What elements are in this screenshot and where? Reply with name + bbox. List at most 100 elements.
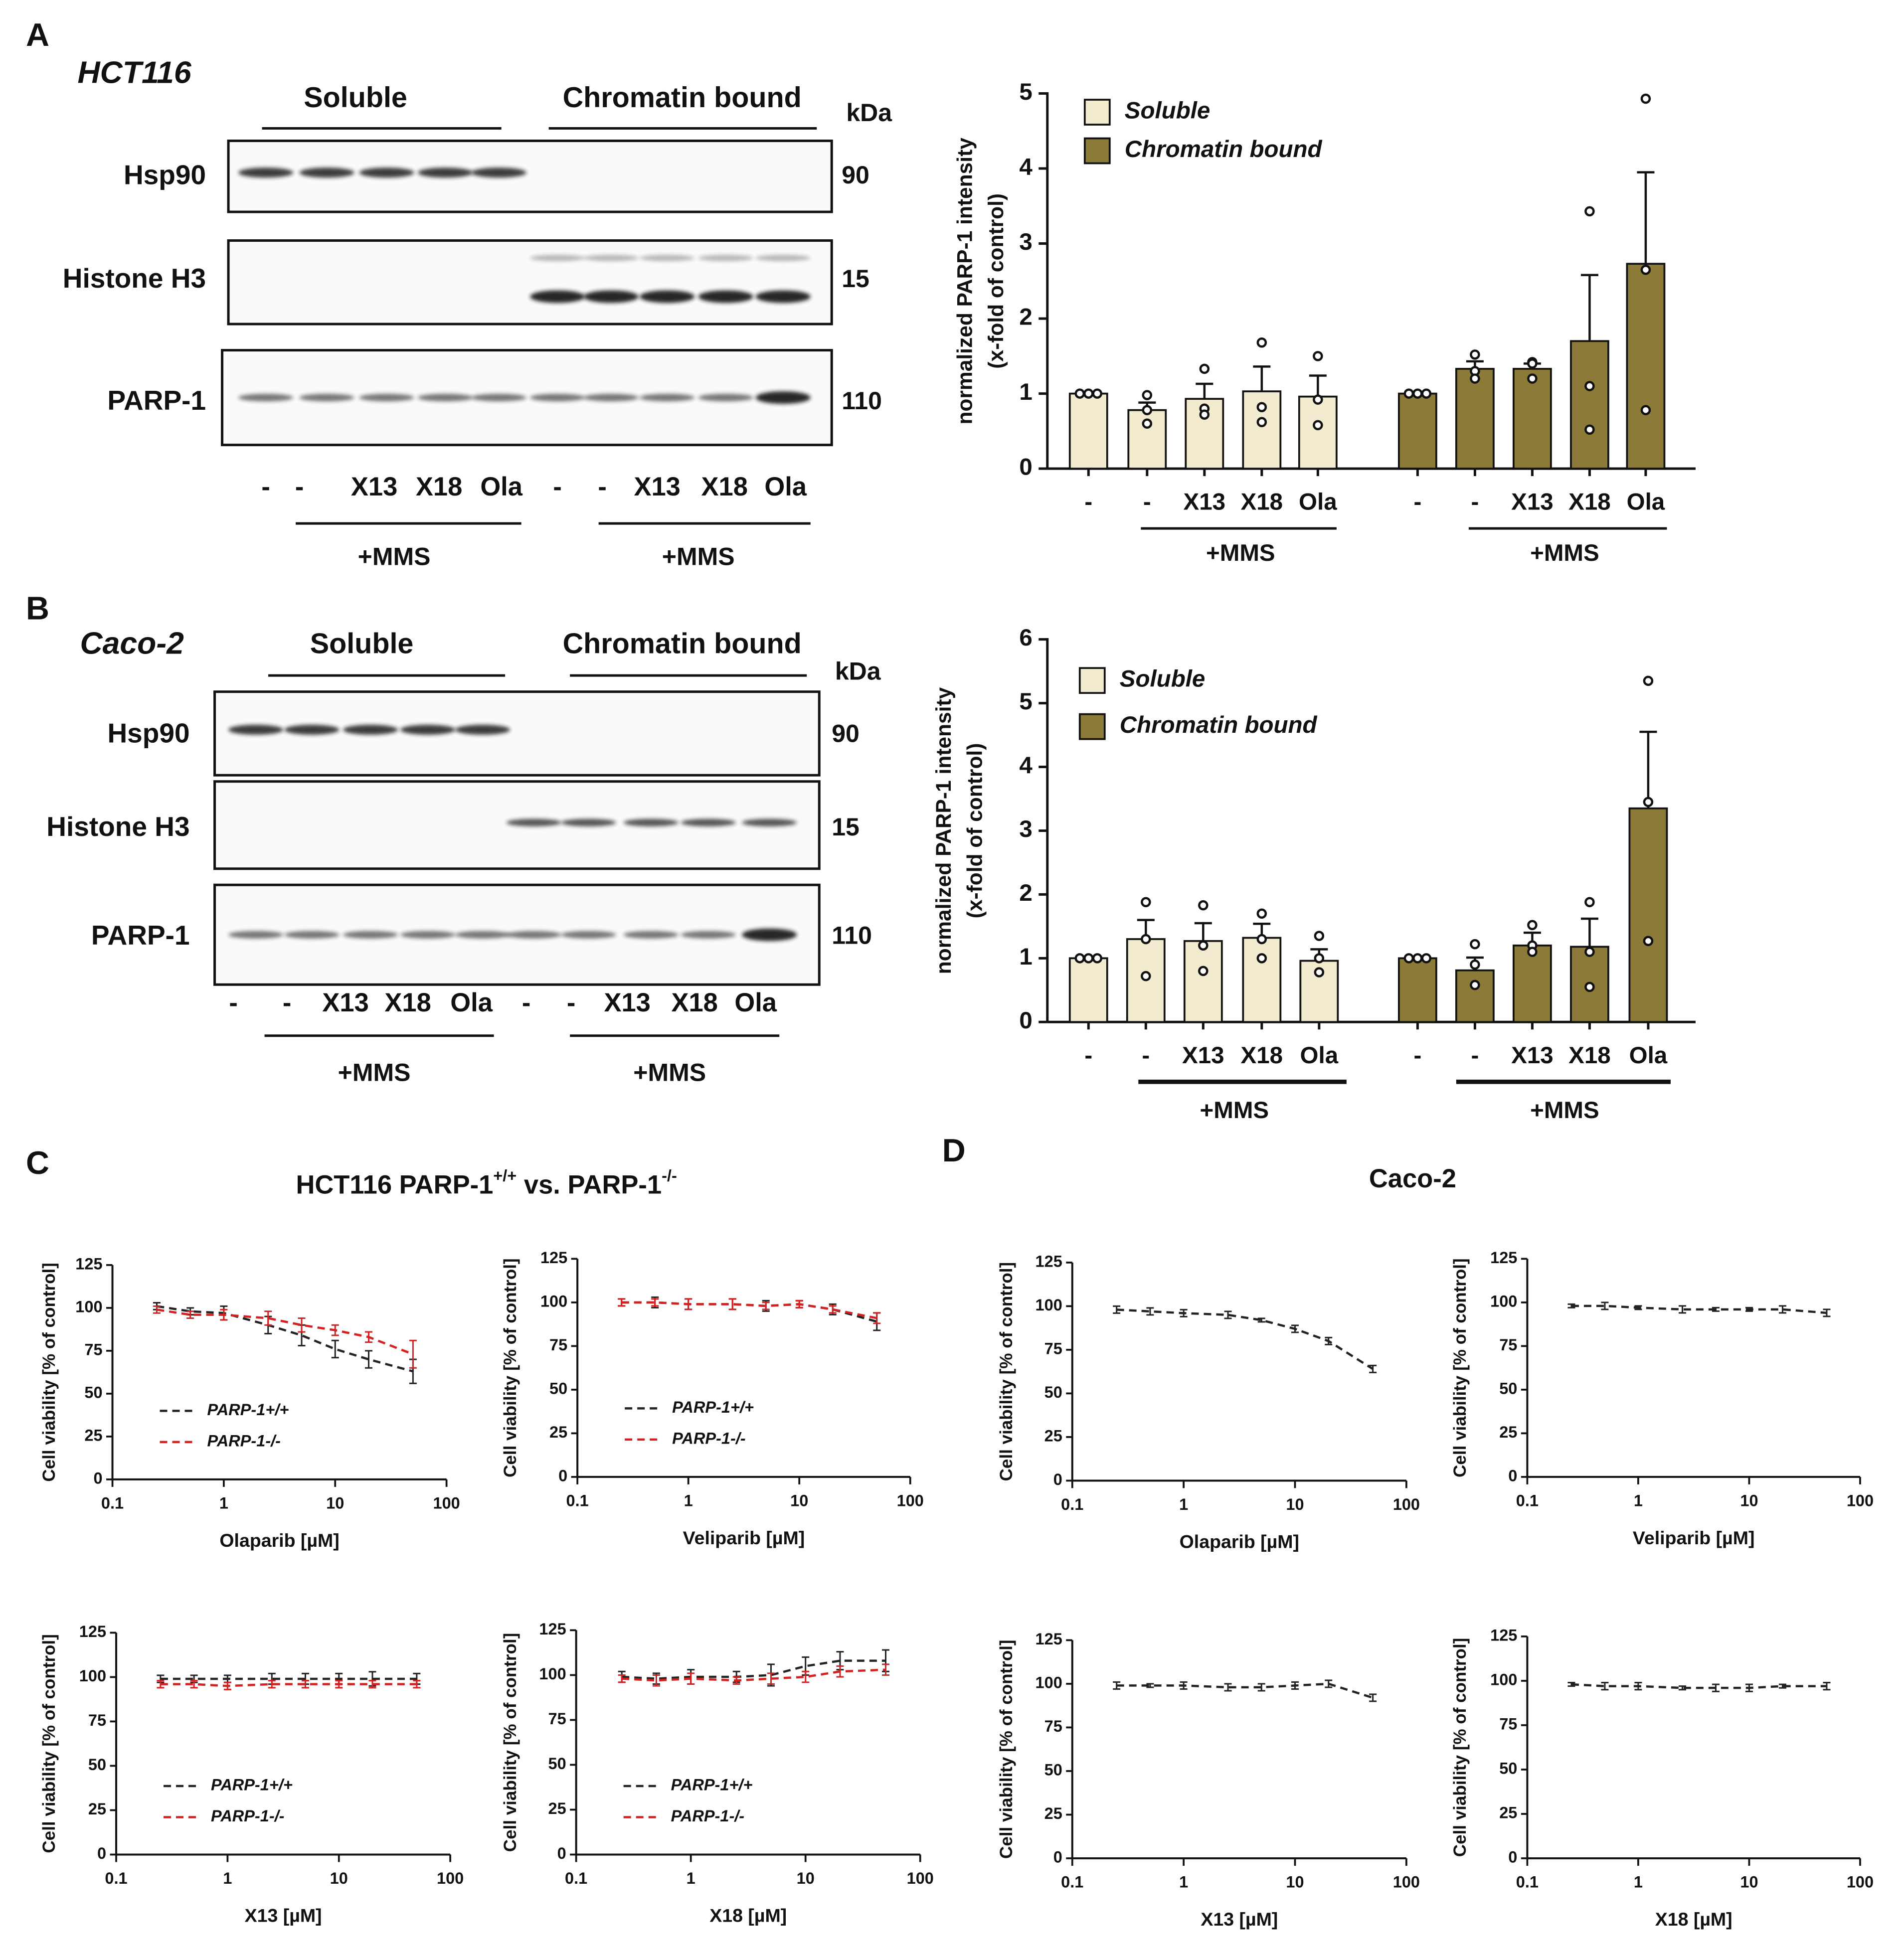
x-tick-label: - <box>1142 1042 1150 1069</box>
lane-label: X18 <box>701 472 747 501</box>
data-point <box>1092 388 1103 399</box>
treatment-label: +MMS <box>338 1058 411 1086</box>
y-tick-label: 100 <box>1036 1674 1062 1692</box>
y-tick-label: 100 <box>75 1298 102 1315</box>
bar <box>1183 940 1223 1023</box>
annotation: +MMS <box>1206 540 1275 566</box>
y-tick-label: 75 <box>84 1340 102 1358</box>
data-point <box>1313 351 1323 361</box>
data-point <box>1141 897 1151 907</box>
legend-label: PARP-1+/+ <box>207 1401 289 1419</box>
data-point <box>1403 953 1414 964</box>
data-point <box>1412 953 1423 964</box>
x-tick-label: Ola <box>1299 489 1337 515</box>
band <box>530 290 585 303</box>
y-tick-label: 0 <box>1053 1470 1062 1488</box>
x-tick-label: 10 <box>330 1869 348 1887</box>
data-point <box>1527 920 1538 931</box>
y-tick-label: 4 <box>1019 154 1033 180</box>
data-point <box>1198 966 1209 977</box>
kda-label: 110 <box>842 387 882 415</box>
y-axis-label: Cell viability [% of control] <box>1450 1258 1470 1477</box>
lane-label: X13 <box>634 472 680 501</box>
band <box>530 255 585 261</box>
x-tick-label: 0.1 <box>1516 1873 1539 1891</box>
x-tick-label: 100 <box>1393 1873 1420 1891</box>
legend-swatch <box>1078 667 1106 694</box>
title-part: HCT116 PARP-1 <box>296 1170 493 1199</box>
data-point <box>1584 947 1595 957</box>
y-tick-label: 125 <box>1490 1626 1517 1644</box>
lane-label: X18 <box>384 988 431 1017</box>
y-tick-label: 100 <box>1036 1296 1062 1314</box>
data-point <box>1083 953 1094 964</box>
band <box>530 394 585 402</box>
y-tick-label: 50 <box>1499 1379 1517 1397</box>
protein-label: Histone H3 <box>46 811 189 842</box>
bar <box>1298 395 1338 470</box>
y-tick-label: 0 <box>93 1469 102 1487</box>
x-tick-label: 0.1 <box>1516 1491 1539 1509</box>
y-tick-label: 50 <box>1044 1383 1062 1401</box>
x-tick-label: 10 <box>1286 1495 1304 1513</box>
data-point <box>1643 797 1654 808</box>
band <box>455 724 511 735</box>
data-point <box>1470 979 1480 990</box>
x-tick-label: 10 <box>1740 1873 1758 1891</box>
section-title: HCT116 PARP-1+/+ vs. PARP-1-/- <box>296 1166 677 1199</box>
band <box>623 818 679 826</box>
data-point <box>1074 388 1085 399</box>
y-tick-label: 50 <box>88 1756 106 1774</box>
x-tick-label: 100 <box>433 1494 460 1512</box>
data-point <box>1199 363 1210 374</box>
legend-label: Soluble <box>1125 98 1211 124</box>
data-point <box>1421 388 1432 399</box>
x-axis-label: X18 [µM] <box>709 1905 787 1926</box>
band <box>238 394 294 402</box>
legend-label: Soluble <box>1120 666 1206 692</box>
y-tick-label: 25 <box>1499 1423 1517 1441</box>
bar <box>1068 392 1108 470</box>
treatment-label: +MMS <box>662 542 735 570</box>
x-axis-label: Veliparib [µM] <box>1633 1527 1755 1548</box>
panel-label: C <box>26 1144 49 1181</box>
data-point <box>1313 394 1323 405</box>
y-axis-label: normalized PARP-1 intensity <box>932 687 956 974</box>
data-point <box>1470 959 1480 970</box>
x-tick-label: X18 <box>1241 1042 1283 1069</box>
treatment-label: +MMS <box>633 1058 706 1086</box>
x-tick-label: X13 <box>1182 1042 1224 1069</box>
y-tick-label: 125 <box>539 1620 566 1638</box>
lane-label: - <box>295 472 304 501</box>
y-axis-label: Cell viability [% of control] <box>997 1639 1016 1858</box>
lane-label: X18 <box>416 472 462 501</box>
curve <box>1571 1305 1827 1314</box>
kda-label: 110 <box>832 921 872 949</box>
curve <box>1116 1682 1374 1699</box>
y-tick-label: 25 <box>548 1799 566 1817</box>
x-tick-label: 100 <box>1847 1491 1874 1509</box>
x-tick-label: 0.1 <box>105 1869 127 1887</box>
data-point <box>1640 264 1651 275</box>
y-tick-label: 25 <box>1044 1427 1062 1445</box>
lane-label: X18 <box>671 988 717 1017</box>
data-point <box>1141 971 1151 981</box>
x-tick-label: X13 <box>1511 1042 1554 1069</box>
curve <box>622 1668 886 1682</box>
kda-unit: kDa <box>835 657 881 685</box>
band <box>742 928 797 941</box>
x-tick-label: X13 <box>1511 489 1554 515</box>
panel-label: A <box>26 16 49 53</box>
x-axis-label: X18 [µM] <box>1655 1909 1732 1930</box>
x-tick-label: X18 <box>1568 489 1611 515</box>
x-tick-label: X18 <box>1568 1042 1611 1069</box>
curve <box>1116 1308 1374 1370</box>
x-axis-label: Olaparib [µM] <box>1180 1531 1299 1552</box>
x-tick-label: 100 <box>907 1869 934 1887</box>
panel-label: D <box>942 1132 966 1168</box>
protein-label: Histone H3 <box>63 263 206 294</box>
data-point <box>1142 418 1153 429</box>
bar <box>1455 368 1495 470</box>
data-point <box>1527 373 1538 384</box>
band <box>400 724 456 735</box>
